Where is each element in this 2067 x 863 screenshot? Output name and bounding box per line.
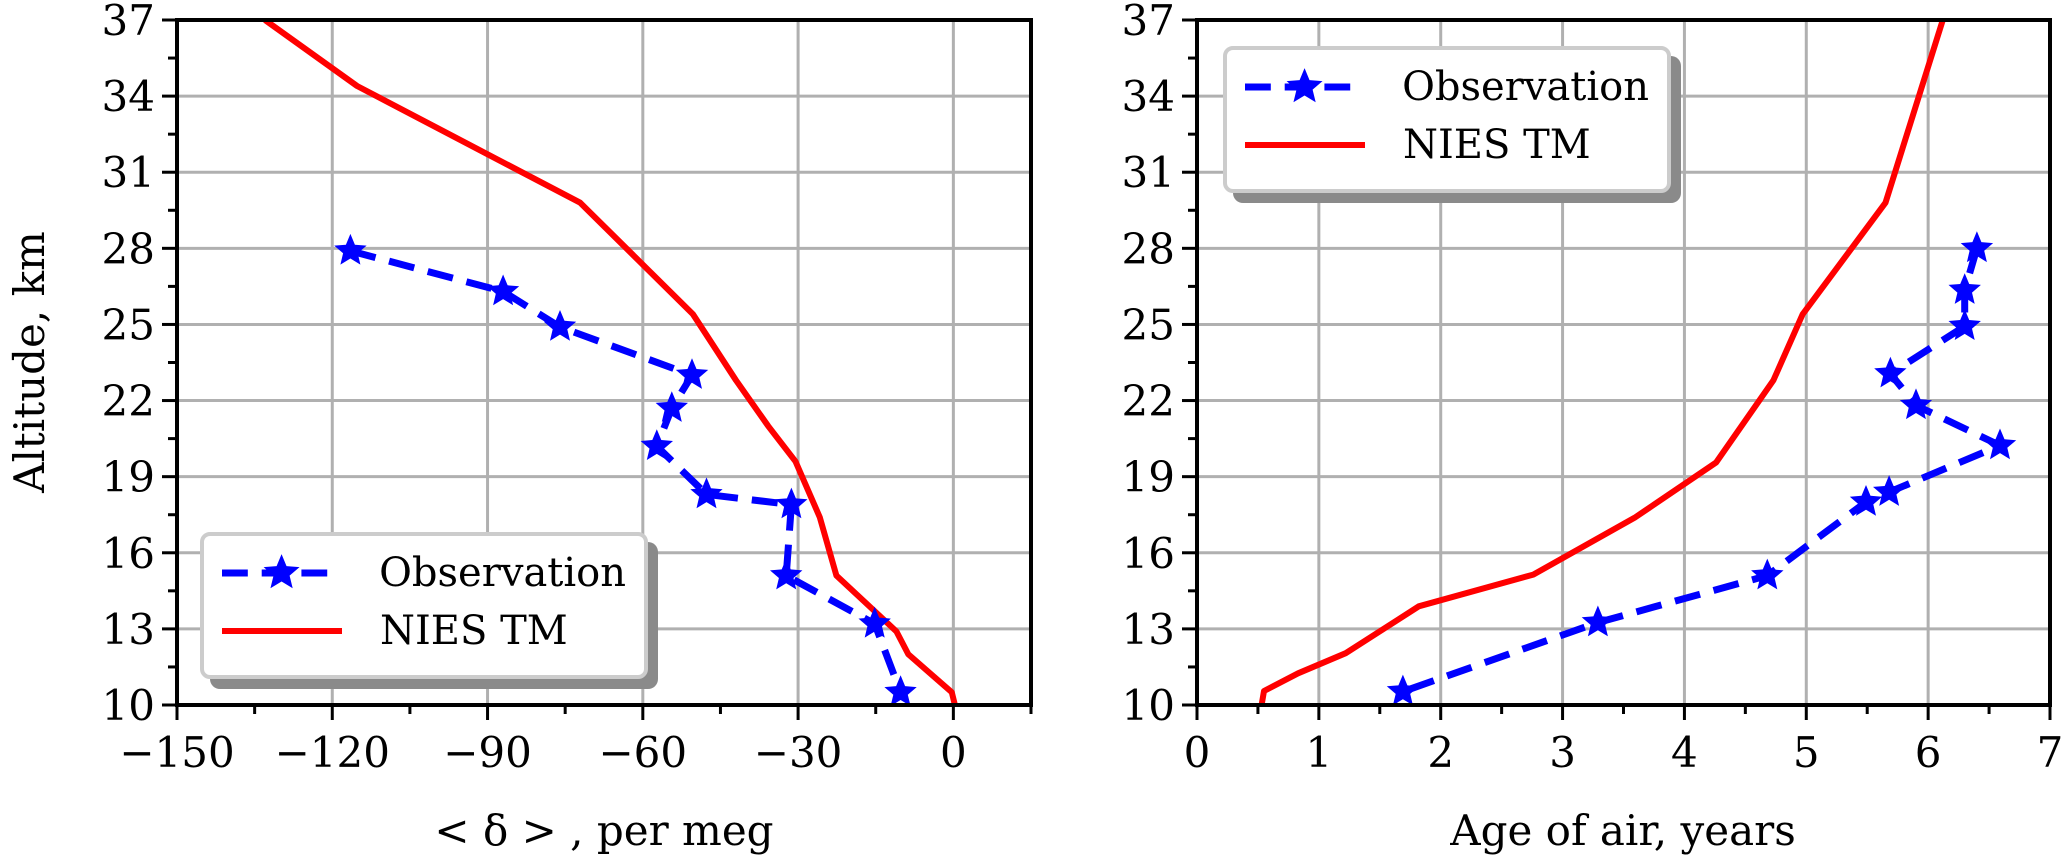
legend-label-observation: Observation: [1402, 64, 1649, 110]
y-tick-label: 37: [102, 0, 155, 45]
y-tick-label: 31: [1122, 148, 1175, 197]
y-tick-label: 28: [1122, 224, 1175, 273]
data-point-observation: [884, 675, 917, 705]
data-point-observation: [1948, 309, 1981, 340]
x-axis-label-right: Age of air, years: [1449, 806, 1796, 855]
data-point-observation: [655, 391, 688, 422]
data-point-observation: [1386, 674, 1420, 705]
y-tick-label: 22: [102, 377, 155, 426]
x-tick-label: −30: [754, 728, 843, 777]
data-point-observation: [1751, 558, 1784, 590]
y-tick-label: 34: [102, 72, 155, 121]
data-point-observation: [770, 558, 803, 590]
data-point-observation: [334, 233, 367, 265]
data-point-observation: [1960, 231, 1994, 263]
data-point-observation: [1874, 356, 1907, 388]
x-tick-label: 5: [1793, 728, 1820, 777]
x-tick-label: −120: [275, 728, 390, 777]
legend-entry-nies-tm: NIES TM: [1245, 116, 1649, 174]
y-tick-label: 28: [102, 224, 155, 273]
legend-label-nies-tm: NIES TM: [1403, 122, 1591, 168]
x-tick-label: 0: [1184, 728, 1211, 777]
series-layer: [263, 20, 958, 705]
y-tick-label: 25: [1122, 300, 1175, 349]
legend-label-observation: Observation: [379, 550, 626, 596]
legend-entry-nies-tm: NIES TM: [222, 602, 626, 660]
axes-frame: [175, 18, 1033, 707]
x-tick-label: 2: [1427, 728, 1454, 777]
x-tick-label: −90: [443, 728, 532, 777]
y-tick-label: 10: [102, 681, 155, 730]
series-line-nies-tm: [1258, 20, 1946, 705]
y-tick-label: 34: [1122, 72, 1175, 121]
series-line-nies-tm: [263, 20, 958, 705]
y-tick-label: 13: [102, 605, 155, 654]
y-tick-label: 25: [102, 300, 155, 349]
y-tick-label: 19: [102, 453, 155, 502]
x-tick-label: 7: [2037, 728, 2064, 777]
legend-label-nies-tm: NIES TM: [380, 608, 568, 654]
y-tick-label: 31: [102, 148, 155, 197]
data-point-observation: [486, 274, 520, 306]
y-tick-label: 10: [1122, 681, 1175, 730]
y-tick-label: 16: [1122, 529, 1175, 578]
y-tick-label: 22: [1122, 377, 1175, 426]
data-point-observation: [775, 487, 808, 519]
legend-right: Observation NIES TM: [1223, 46, 1671, 193]
x-tick-label: 1: [1305, 728, 1332, 777]
legend-left: Observation NIES TM: [200, 532, 648, 679]
data-point-observation: [1948, 273, 1981, 304]
dashed-star-line-icon: [1245, 68, 1365, 103]
legend-entry-observation: Observation: [1245, 58, 1649, 116]
y-tick-label: 13: [1122, 605, 1175, 654]
data-point-observation: [1849, 485, 1883, 516]
series-layer: [1258, 20, 2017, 705]
x-tick-label: −150: [119, 728, 234, 777]
data-point-observation: [1899, 388, 1933, 420]
data-point-observation: [690, 477, 723, 509]
x-tick-label: 4: [1671, 728, 1698, 777]
x-tick-label: 3: [1549, 728, 1576, 777]
data-point-observation: [1983, 428, 2017, 460]
x-tick-label: −60: [598, 728, 687, 777]
x-tick-label: 0: [940, 728, 967, 777]
data-point-observation: [1581, 605, 1615, 637]
x-axis-label-left: < δ > , per meg: [434, 806, 773, 855]
y-tick-label: 37: [1122, 0, 1175, 45]
y-tick-label: 19: [1122, 453, 1175, 502]
axes-frame: [1195, 18, 2052, 707]
data-point-observation: [543, 310, 577, 341]
solid-line-icon: [1245, 142, 1365, 148]
legend-entry-observation: Observation: [222, 544, 626, 602]
solid-line-icon: [222, 628, 342, 634]
data-point-observation: [1873, 475, 1906, 506]
x-tick-label: 6: [1915, 728, 1942, 777]
dashed-star-line-icon: [222, 554, 342, 589]
y-tick-label: 16: [102, 529, 155, 578]
data-point-observation: [675, 358, 709, 389]
data-point-observation: [858, 606, 891, 638]
y-axis-label-left: Altitude, km: [5, 231, 54, 494]
data-point-observation: [640, 429, 673, 460]
